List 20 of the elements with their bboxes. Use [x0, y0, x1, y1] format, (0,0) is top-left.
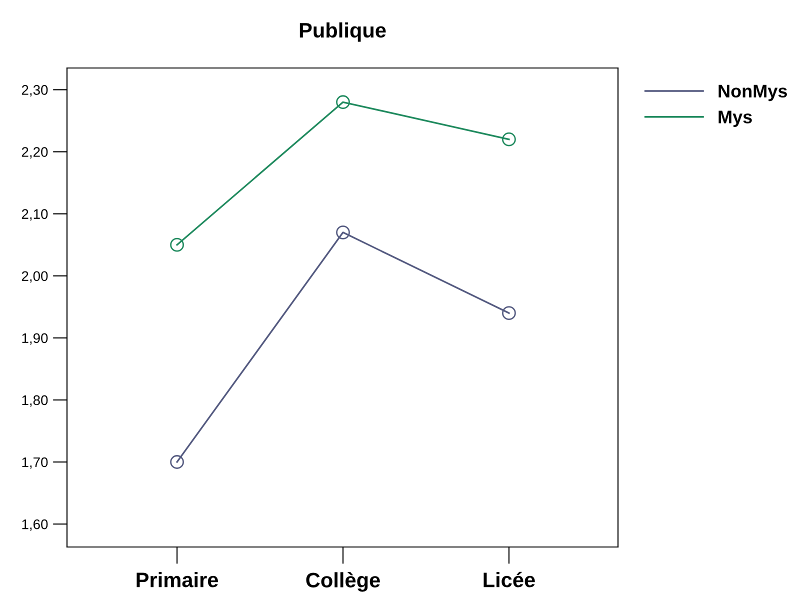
y-tick-label: 1,70	[22, 457, 48, 469]
point	[502, 306, 516, 320]
y-tick-label: 2,20	[22, 147, 48, 159]
point	[170, 238, 184, 252]
y-tick-label: 2,10	[22, 209, 48, 221]
chart-title: Publique	[300, 22, 386, 42]
x-tick-label: Primaire	[136, 572, 218, 588]
x-tick-label: Licée	[484, 572, 535, 588]
y-tick-label: 1,90	[22, 333, 48, 345]
y-tick-label: 1,80	[22, 395, 48, 407]
y-tick-label: 2,00	[22, 271, 48, 283]
point	[336, 95, 350, 110]
legend-label: NonMys	[718, 84, 787, 102]
point	[336, 225, 350, 240]
y-tick-label: 2,30	[22, 85, 48, 97]
y-tick-label: 1,60	[22, 519, 48, 531]
point	[170, 455, 184, 469]
point	[502, 132, 516, 146]
x-tick-label: Collège	[306, 572, 380, 592]
legend-label: Mys	[718, 110, 752, 127]
